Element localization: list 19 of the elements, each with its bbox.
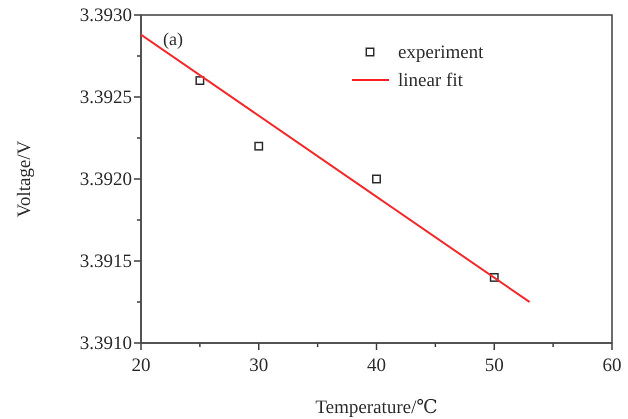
y-tick-label: 3.3915: [80, 251, 132, 272]
y-tick-label: 3.3910: [80, 333, 132, 354]
point: [372, 174, 381, 184]
x-tick-label: 30: [249, 355, 268, 376]
x-tick-label: 40: [367, 355, 386, 376]
point: [195, 76, 204, 86]
y-tick-label: 3.3930: [80, 5, 132, 26]
x-axis-title: Temperature/℃: [315, 397, 438, 418]
x-tick-label: 20: [132, 355, 150, 376]
annotation: (a): [163, 29, 183, 49]
y-tick-label: 3.3925: [80, 87, 132, 108]
x-tick-label: 60: [602, 355, 622, 376]
y-axis-title: Voltage/V: [14, 140, 35, 218]
legend-label: experiment: [398, 42, 484, 63]
point: [490, 272, 499, 282]
y-tick-label: 3.3920: [80, 169, 132, 190]
legend-label: linear fit: [398, 70, 464, 91]
x-tick-label: 50: [484, 355, 504, 376]
point: [254, 142, 264, 151]
